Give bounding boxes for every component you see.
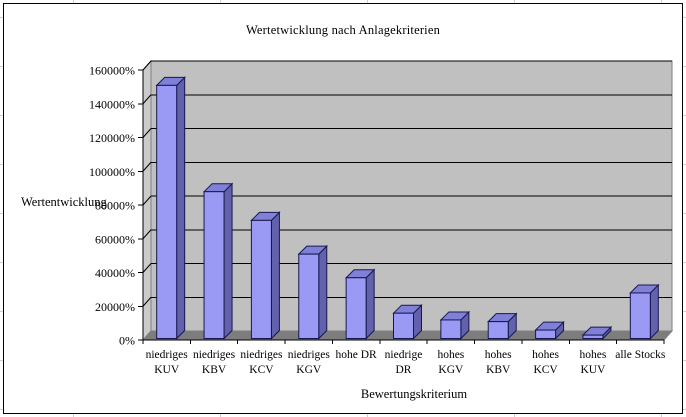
sheet-gridline-stub <box>661 414 662 417</box>
sheet-gridline-stub <box>0 262 3 263</box>
bar-side-face <box>365 268 375 340</box>
category-label: KUV <box>154 364 180 376</box>
sheet-gridline-stub <box>0 17 3 18</box>
sheet-gridline-stub <box>683 66 686 67</box>
category-label: niedriges <box>240 349 283 361</box>
sheet-gridline-stub <box>367 414 368 417</box>
sheet-gridline-stub <box>683 311 686 312</box>
bar <box>487 312 518 340</box>
y-tick-label: 160000% <box>89 64 135 78</box>
category-label: hohes <box>485 349 512 361</box>
y-tick-connector <box>142 94 152 105</box>
sheet-gridline-stub <box>73 0 74 3</box>
y-tick-label: 60000% <box>95 232 135 246</box>
sheet-gridline-stub <box>683 17 686 18</box>
y-tick-label: 120000% <box>89 131 135 145</box>
category-label: DR <box>396 364 412 376</box>
sheet-gridline-stub <box>683 360 686 361</box>
sheet-gridline-stub <box>0 164 3 165</box>
sheet-gridline-stub <box>0 115 3 116</box>
category-label: hohe DR <box>336 349 378 361</box>
category-label: hohes <box>532 349 559 361</box>
sheet-gridline-stub <box>367 0 368 3</box>
bar-side-face <box>270 211 280 340</box>
category-label: KCV <box>533 364 558 376</box>
category-label: KCV <box>249 364 274 376</box>
bar-front-face <box>203 191 225 339</box>
bar-front-face <box>535 329 557 339</box>
bar-front-face <box>487 321 509 339</box>
category-label: alle Stocks <box>615 349 666 361</box>
y-tick-label: 40000% <box>95 266 135 280</box>
bar-front-face <box>298 253 320 339</box>
y-tick-label: 20000% <box>95 300 135 314</box>
bar <box>581 325 613 340</box>
bar <box>250 211 281 340</box>
y-tick-connector <box>142 263 152 273</box>
bar-front-face <box>440 319 462 339</box>
bar-side-face <box>176 76 186 340</box>
bar <box>344 268 376 340</box>
sheet-gridline-stub <box>683 115 686 116</box>
bar-front-face <box>393 312 414 339</box>
y-tick-connector <box>142 229 152 240</box>
bar <box>297 244 328 340</box>
category-label: niedriges <box>193 349 236 361</box>
y-tick-connector <box>142 195 152 206</box>
bar-front-face <box>582 334 604 339</box>
category-label: KBV <box>486 364 511 376</box>
sheet-gridline-stub <box>0 360 3 361</box>
sheet-gridline-stub <box>683 409 686 410</box>
plot-area: 0% 20000% 40000% 60000% 80000% 100000% 120000%… <box>89 59 674 376</box>
sheet-gridline-stub <box>514 0 515 3</box>
bar <box>392 303 423 340</box>
sheet-gridline-stub <box>661 0 662 3</box>
y-tick-connector <box>142 60 152 71</box>
category-label: KUV <box>580 364 606 376</box>
chart-frame: Wertetwicklung nach Anlagekriterien 0% 20… <box>3 3 683 414</box>
sheet-gridline-stub <box>0 311 3 312</box>
category-label: niedrige <box>385 349 423 361</box>
bar-front-face <box>250 219 272 339</box>
y-tick-connector <box>142 296 152 307</box>
sheet-gridline-stub <box>73 414 74 417</box>
bar-side-face <box>649 283 659 340</box>
y-tick-label: 0% <box>119 334 135 348</box>
category-label: hohes <box>580 349 607 361</box>
chart-title: Wertetwicklung nach Anlagekriterien <box>245 23 441 37</box>
bar <box>202 182 234 340</box>
bar-front-face <box>156 84 178 339</box>
bar-front-face <box>629 292 651 339</box>
sheet-gridline-stub <box>683 213 686 214</box>
y-tick-label: 80000% <box>95 199 135 213</box>
category-label: niedriges <box>146 349 189 361</box>
bar-side-face <box>318 244 328 340</box>
sheet-gridline-stub <box>0 213 3 214</box>
bar-front-face <box>345 277 367 339</box>
bar <box>629 283 660 340</box>
bar <box>534 320 565 340</box>
y-tick-connector <box>142 128 152 138</box>
y-tick-label: 100000% <box>89 165 135 179</box>
category-label: KGV <box>438 364 464 376</box>
category-label: hohes <box>437 349 464 361</box>
sheet-gridline-stub <box>0 409 3 410</box>
category-label: KBV <box>202 364 227 376</box>
sheet-gridline-stub <box>683 164 686 165</box>
bar <box>155 76 186 340</box>
y-tick-label: 140000% <box>89 97 135 111</box>
bar-side-face <box>223 182 233 340</box>
sheet-gridline-stub <box>683 262 686 263</box>
category-label: niedriges <box>288 349 331 361</box>
category-label: KGV <box>296 364 322 376</box>
y-tick-connector <box>142 161 152 172</box>
x-axis-title: Bewertungskriterium <box>360 387 468 401</box>
bar <box>439 310 471 340</box>
sheet-gridline-stub <box>514 414 515 417</box>
sheet-gridline-stub <box>0 66 3 67</box>
y-axis-title: Wertentwicklung <box>21 195 107 209</box>
sheet-gridline-stub <box>220 414 221 417</box>
sheet-gridline-stub <box>220 0 221 3</box>
